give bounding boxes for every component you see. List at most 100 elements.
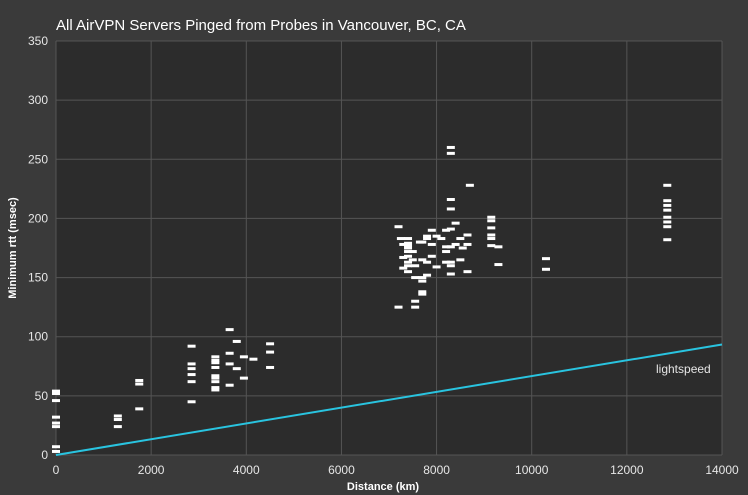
data-point [446, 151, 455, 155]
x-tick-label: 12000 [610, 463, 644, 477]
data-point [456, 237, 465, 241]
x-tick-label: 10000 [515, 463, 549, 477]
data-point [494, 263, 503, 267]
data-point [663, 215, 672, 219]
data-point [239, 355, 248, 359]
data-point [211, 355, 220, 359]
x-tick-label: 2000 [138, 463, 165, 477]
data-point [487, 226, 496, 230]
data-point [404, 237, 413, 241]
data-point [446, 198, 455, 202]
gridlines [55, 40, 723, 456]
x-tick-label: 0 [53, 463, 60, 477]
x-tick-label: 8000 [423, 463, 450, 477]
data-point [404, 241, 413, 245]
data-point [465, 183, 474, 187]
data-point [225, 351, 234, 355]
data-point [663, 208, 672, 212]
data-point [187, 362, 196, 366]
x-tick-label: 14000 [705, 463, 739, 477]
data-point [463, 242, 472, 246]
data-point [541, 267, 550, 271]
data-point [427, 254, 436, 258]
data-point [446, 260, 455, 264]
data-point [423, 234, 432, 238]
data-point [396, 237, 405, 241]
data-point [211, 365, 220, 369]
data-point [663, 238, 672, 242]
data-point [113, 414, 122, 418]
plot-area [56, 41, 722, 455]
data-point [427, 242, 436, 246]
data-point [487, 244, 496, 248]
data-point [404, 260, 413, 264]
data-point [446, 245, 455, 249]
data-point [135, 382, 144, 386]
data-point [225, 362, 234, 366]
data-point [456, 258, 465, 262]
lightspeed-line [55, 343, 723, 456]
data-point [399, 255, 408, 259]
data-point [446, 264, 455, 268]
data-point [663, 183, 672, 187]
data-point [52, 399, 60, 403]
data-point [394, 225, 403, 229]
data-point [404, 264, 413, 268]
data-point [418, 290, 427, 294]
data-point [211, 386, 220, 390]
data-point [211, 358, 220, 362]
data-point [404, 244, 413, 248]
data-point [423, 273, 432, 277]
y-tick-labels: 0 50 100 150 200 250 300 350 [28, 34, 48, 462]
data-point [423, 237, 432, 241]
data-point [418, 240, 427, 244]
data-point [451, 221, 460, 225]
data-point [487, 219, 496, 223]
y-tick-label: 250 [28, 152, 48, 166]
data-point [442, 228, 451, 232]
data-point [446, 145, 455, 149]
y-tick-label: 300 [28, 93, 48, 107]
data-point [52, 389, 60, 393]
data-point [451, 242, 460, 246]
data-point [487, 237, 496, 241]
data-point [446, 227, 455, 231]
data-point [411, 276, 420, 280]
data-point [487, 215, 496, 219]
data-point [458, 246, 467, 250]
data-point [211, 380, 220, 384]
data-point [113, 425, 122, 429]
data-point [418, 279, 427, 283]
data-point [232, 339, 241, 343]
lightspeed-line-group [55, 343, 723, 456]
y-tick-label: 150 [28, 271, 48, 285]
data-point [437, 237, 446, 241]
data-point [432, 265, 441, 269]
data-point [394, 305, 403, 309]
data-point [494, 245, 503, 249]
data-point [408, 250, 417, 254]
data-point [225, 383, 234, 387]
data-point [418, 258, 427, 262]
y-tick-label: 50 [35, 389, 49, 403]
data-point [135, 407, 144, 411]
data-point [404, 250, 413, 254]
data-point [249, 357, 258, 361]
data-point [399, 266, 408, 270]
data-point [239, 376, 248, 380]
x-tick-labels: 0 2000 4000 6000 8000 10000 12000 14000 [53, 463, 739, 477]
y-tick-label: 200 [28, 211, 48, 225]
x-tick-label: 4000 [233, 463, 260, 477]
data-point [113, 418, 122, 422]
data-point [411, 264, 420, 268]
data-point [404, 254, 413, 258]
data-point [52, 415, 60, 419]
data-point [135, 378, 144, 382]
x-axis-label: Distance (km) [347, 481, 419, 493]
data-point [487, 233, 496, 237]
data-point [418, 276, 427, 280]
data-point [187, 344, 196, 348]
data-point [541, 257, 550, 261]
data-point [211, 374, 220, 378]
y-axis-label: Minimum rtt (msec) [7, 197, 19, 299]
